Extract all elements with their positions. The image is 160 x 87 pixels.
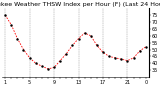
Title: Milwaukee Weather THSW Index per Hour (F) (Last 24 Hours): Milwaukee Weather THSW Index per Hour (F… (0, 2, 160, 7)
